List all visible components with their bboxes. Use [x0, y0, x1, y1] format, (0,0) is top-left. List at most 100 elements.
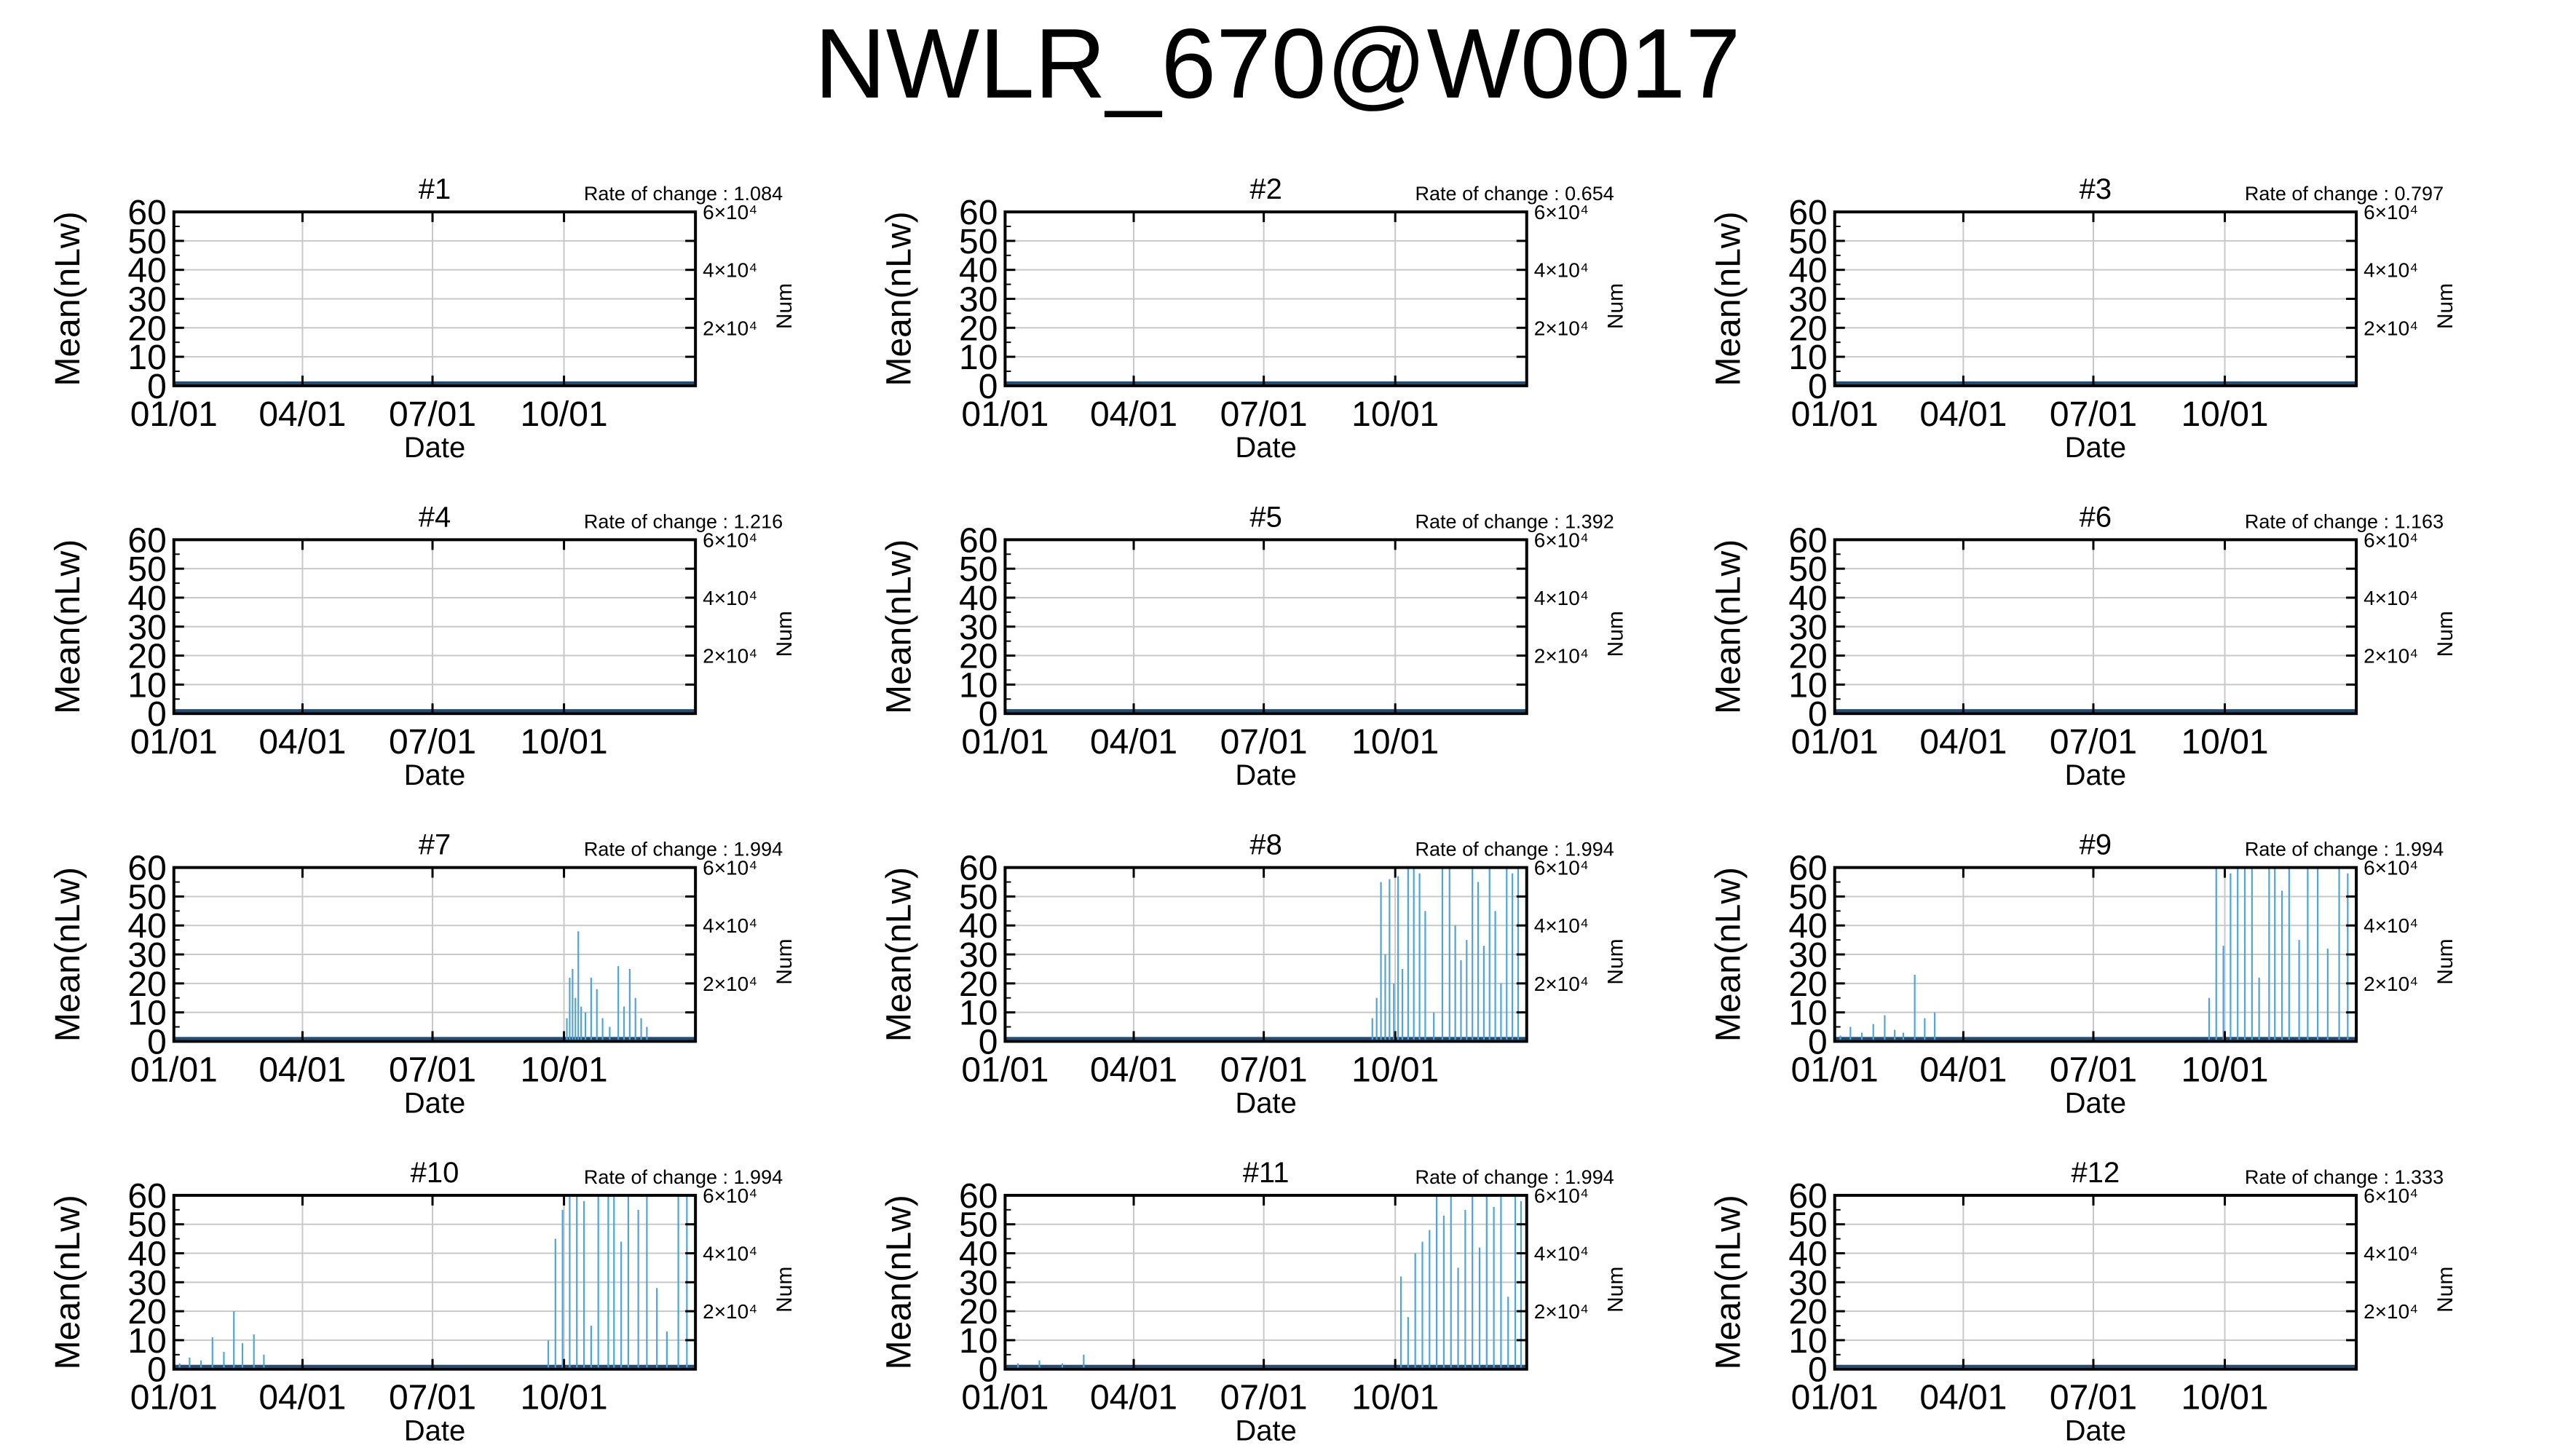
y-tick-label: 50 [127, 1206, 166, 1245]
y2-tick-label: 2×10⁴ [703, 973, 757, 995]
y-tick-label: 10 [959, 1322, 998, 1361]
y2-axis-label: Num [2433, 611, 2457, 657]
y2-tick-label: 4×10⁴ [2364, 587, 2418, 609]
y-tick-label: 60 [127, 850, 166, 888]
y-tick-label: 0 [979, 1023, 998, 1061]
y-tick-label: 20 [127, 965, 166, 1004]
y-tick-label: 60 [127, 194, 166, 232]
x-axis-label: Date [2065, 759, 2127, 791]
y-tick-label: 50 [127, 878, 166, 917]
y2-tick-label: 2×10⁴ [1534, 1300, 1589, 1323]
rate-of-change-label: Rate of change : 1.994 [584, 839, 783, 860]
y-axis-label: Mean(nLw) [880, 539, 918, 714]
y-axis-label: Mean(nLw) [880, 211, 918, 386]
y-tick-label: 30 [127, 1264, 166, 1302]
panel-title: #10 [411, 1157, 459, 1189]
y-tick-label: 60 [959, 1177, 998, 1216]
y2-tick-label: 2×10⁴ [2364, 317, 2418, 339]
y2-tick-label: 4×10⁴ [1534, 259, 1589, 282]
x-tick-label: 04/01 [1919, 1379, 2007, 1417]
y2-tick-label: 4×10⁴ [2364, 259, 2418, 282]
y-tick-label: 60 [127, 521, 166, 560]
y-tick-label: 50 [1788, 878, 1827, 917]
y2-axis-label: Num [2433, 938, 2457, 984]
y2-tick-label: 4×10⁴ [703, 259, 757, 282]
x-axis-label: Date [404, 1415, 466, 1447]
y2-tick-label: 6×10⁴ [2364, 1184, 2418, 1207]
y-tick-label: 20 [1788, 965, 1827, 1004]
x-tick-label: 07/01 [389, 1051, 476, 1089]
x-tick-label: 10/01 [1351, 1379, 1439, 1417]
y-tick-label: 0 [147, 368, 167, 406]
x-axis-label: Date [1235, 1087, 1297, 1119]
x-tick-label: 04/01 [1090, 1051, 1177, 1089]
panel-title: #9 [2080, 829, 2112, 861]
y2-tick-label: 4×10⁴ [703, 914, 757, 937]
y2-tick-label: 6×10⁴ [2364, 529, 2418, 551]
rate-of-change-label: Rate of change : 0.797 [2245, 183, 2444, 205]
y2-axis-label: Num [2433, 283, 2457, 329]
y2-tick-label: 6×10⁴ [1534, 201, 1589, 223]
y-tick-label: 50 [959, 550, 998, 589]
y-tick-label: 10 [127, 666, 166, 705]
figure-title: NWLR_670@W0017 [814, 8, 1741, 119]
x-tick-label: 07/01 [389, 1379, 476, 1417]
panel-title: #4 [419, 501, 451, 533]
x-axis-label: Date [2065, 432, 2127, 464]
x-tick-label: 07/01 [1220, 723, 1308, 761]
y-tick-label: 30 [1788, 936, 1827, 975]
y-tick-label: 0 [1808, 1351, 1828, 1390]
y-tick-label: 40 [959, 907, 998, 946]
y2-axis-label: Num [773, 938, 797, 984]
y-tick-label: 50 [127, 223, 166, 261]
y-tick-label: 20 [127, 1293, 166, 1332]
rate-of-change-label: Rate of change : 1.994 [584, 1166, 783, 1188]
x-tick-label: 04/01 [258, 723, 346, 761]
y-tick-label: 40 [1788, 907, 1827, 946]
y2-tick-label: 4×10⁴ [703, 587, 757, 609]
y-tick-label: 0 [147, 1351, 167, 1390]
y2-tick-label: 6×10⁴ [1534, 529, 1589, 551]
x-tick-label: 01/01 [1791, 1379, 1879, 1417]
y-tick-label: 10 [959, 339, 998, 377]
x-tick-label: 10/01 [521, 1051, 608, 1089]
x-tick-label: 04/01 [258, 1051, 346, 1089]
panel-title: #2 [1249, 173, 1282, 205]
y-tick-label: 50 [127, 550, 166, 589]
y-tick-label: 20 [959, 965, 998, 1004]
y-tick-label: 60 [1788, 850, 1827, 888]
y2-tick-label: 2×10⁴ [703, 317, 757, 339]
rate-of-change-label: Rate of change : 1.163 [2245, 510, 2444, 532]
panel-title: #12 [2072, 1157, 2120, 1189]
y2-tick-label: 6×10⁴ [2364, 857, 2418, 879]
y-tick-label: 0 [979, 695, 998, 734]
x-tick-label: 10/01 [2181, 395, 2268, 434]
x-tick-label: 01/01 [130, 1379, 218, 1417]
y-tick-label: 60 [959, 194, 998, 232]
x-tick-label: 10/01 [521, 395, 608, 434]
y-tick-label: 20 [127, 309, 166, 348]
y-tick-label: 10 [959, 666, 998, 705]
rate-of-change-label: Rate of change : 0.654 [1415, 183, 1614, 205]
y-tick-label: 30 [959, 609, 998, 647]
y-tick-label: 30 [1788, 280, 1827, 319]
y-axis-label: Mean(nLw) [1710, 1195, 1748, 1369]
x-tick-label: 07/01 [2050, 723, 2137, 761]
x-tick-label: 01/01 [961, 1379, 1049, 1417]
y-tick-label: 60 [1788, 194, 1827, 232]
y2-axis-label: Num [773, 611, 797, 657]
y-tick-label: 50 [959, 878, 998, 917]
x-tick-label: 04/01 [1919, 723, 2007, 761]
y2-tick-label: 6×10⁴ [703, 1184, 757, 1207]
panel-title: #3 [2080, 173, 2112, 205]
y-tick-label: 30 [959, 936, 998, 975]
y2-tick-label: 4×10⁴ [2364, 1243, 2418, 1265]
x-tick-label: 04/01 [1919, 395, 2007, 434]
y2-tick-label: 4×10⁴ [1534, 914, 1589, 937]
x-axis-label: Date [1235, 759, 1297, 791]
x-tick-label: 01/01 [1791, 1051, 1879, 1089]
